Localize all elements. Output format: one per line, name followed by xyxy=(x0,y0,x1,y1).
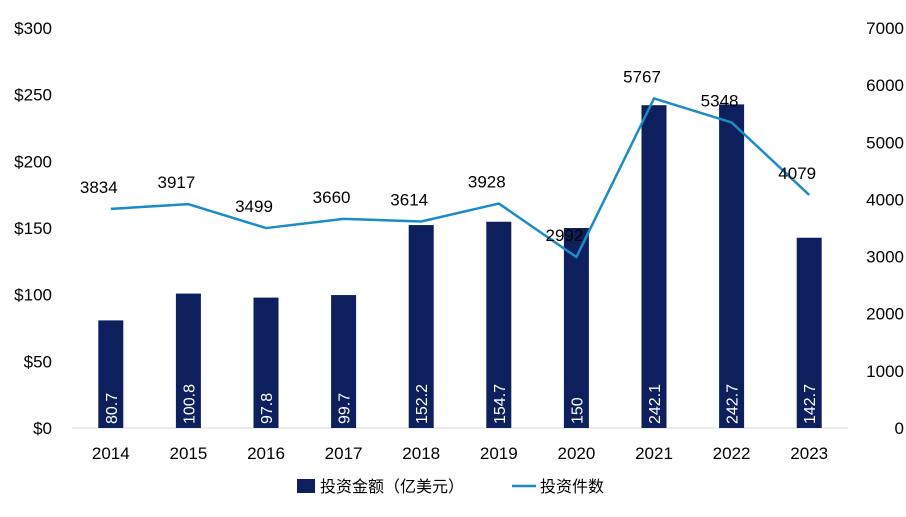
bar-value-label: 142.7 xyxy=(802,384,819,424)
y-left-tick-label: $100 xyxy=(14,286,52,305)
line-value-label: 4079 xyxy=(778,164,816,183)
line-value-label: 2992 xyxy=(545,226,583,245)
bar-value-label: 154.7 xyxy=(492,384,509,424)
x-tick-label: 2018 xyxy=(402,444,440,463)
x-tick-label: 2021 xyxy=(635,444,673,463)
x-tick-label: 2016 xyxy=(247,444,285,463)
y-right-tick-label: 4000 xyxy=(866,190,904,209)
bar-value-label: 80.7 xyxy=(104,393,121,424)
bar-2016 xyxy=(253,297,279,428)
x-tick-label: 2023 xyxy=(790,444,828,463)
y-left-tick-label: $250 xyxy=(14,86,52,105)
legend-bar-swatch xyxy=(297,479,315,493)
y-left-tick-label: $50 xyxy=(24,352,52,371)
bar-2017 xyxy=(331,295,357,428)
line-value-label: 3660 xyxy=(313,188,351,207)
y-left-tick-label: $150 xyxy=(14,219,52,238)
bar-value-label: 242.1 xyxy=(647,384,664,424)
bar-2015 xyxy=(175,293,201,428)
y-left-tick-label: $300 xyxy=(14,19,52,38)
bar-2023 xyxy=(796,237,822,428)
legend-bar-label: 投资金额（亿美元） xyxy=(320,478,464,496)
bar-value-label: 99.7 xyxy=(337,393,354,424)
bar-2022 xyxy=(719,104,745,429)
y-right-tick-label: 1000 xyxy=(866,362,904,381)
bar-2019 xyxy=(486,221,512,428)
y-right-tick-label: 6000 xyxy=(866,76,904,95)
x-tick-label: 2017 xyxy=(325,444,363,463)
x-tick-label: 2015 xyxy=(169,444,207,463)
line-value-label: 3614 xyxy=(390,190,428,209)
bar-value-label: 100.8 xyxy=(181,384,198,424)
x-tick-label: 2022 xyxy=(713,444,751,463)
line-value-label: 3928 xyxy=(468,173,506,192)
y-left-tick-label: $0 xyxy=(33,419,52,438)
bar-2018 xyxy=(408,225,434,428)
legend-line-label: 投资件数 xyxy=(540,478,604,496)
line-value-label: 5767 xyxy=(623,67,661,86)
line-value-label: 3917 xyxy=(157,173,195,192)
bar-2020 xyxy=(563,228,589,428)
y-right-tick-label: 0 xyxy=(895,419,904,438)
bar-value-label: 150 xyxy=(569,397,586,424)
line-value-label: 5348 xyxy=(701,91,739,110)
bar-2014 xyxy=(98,320,124,428)
x-tick-label: 2019 xyxy=(480,444,518,463)
y-right-tick-label: 2000 xyxy=(866,305,904,324)
y-right-tick-label: 7000 xyxy=(866,19,904,38)
bar-value-label: 242.7 xyxy=(725,384,742,424)
bar-2021 xyxy=(641,105,667,428)
bar-value-label: 97.8 xyxy=(259,393,276,424)
line-value-label: 3834 xyxy=(80,178,118,197)
y-right-tick-label: 5000 xyxy=(866,133,904,152)
bar-value-label: 152.2 xyxy=(414,384,431,424)
x-tick-label: 2014 xyxy=(92,444,130,463)
x-tick-label: 2020 xyxy=(557,444,595,463)
line-series-count xyxy=(110,97,811,259)
y-left-tick-label: $200 xyxy=(14,152,52,171)
line-value-label: 3499 xyxy=(235,197,273,216)
y-right-tick-label: 3000 xyxy=(866,248,904,267)
